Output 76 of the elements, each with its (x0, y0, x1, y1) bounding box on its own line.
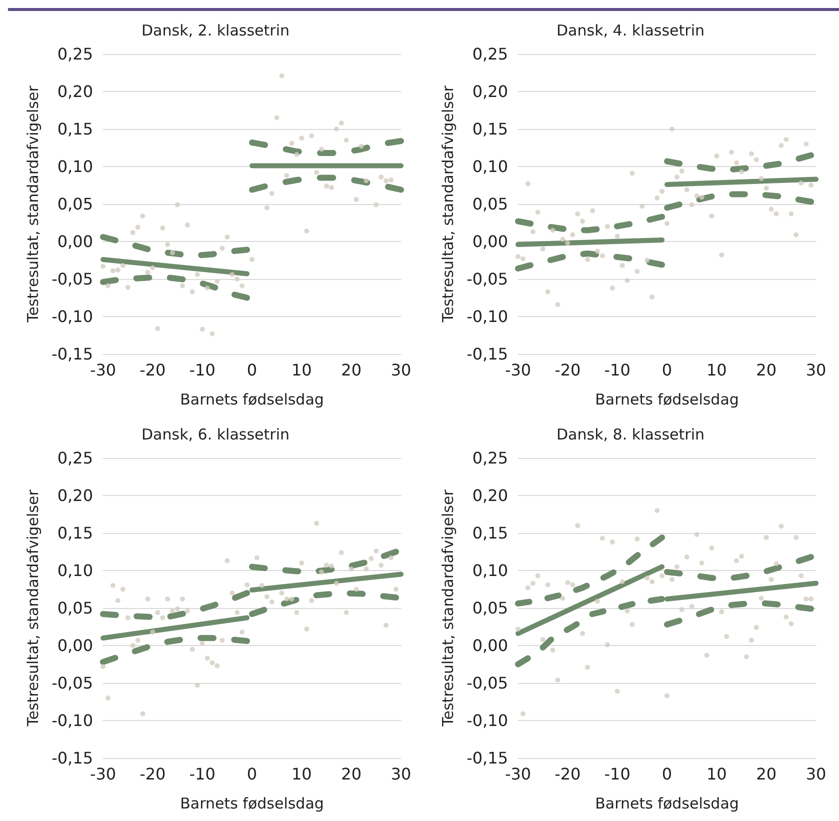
y-tick-label: 0,25 (472, 44, 508, 64)
y-tick-label: 0,20 (57, 82, 93, 101)
y-tick-label: 0,15 (472, 524, 508, 542)
x-tick-label: 0 (662, 360, 672, 380)
x-axis-title: Barnets fødselsdag (180, 390, 324, 408)
y-tick-label: -0,10 (52, 307, 93, 326)
y-tick-label: -0,15 (52, 748, 93, 768)
x-tick-label: 30 (390, 764, 412, 784)
y-tick-label: 0,20 (472, 82, 508, 101)
x-tick-label: 20 (756, 764, 777, 784)
y-axis-title: Testresultat, standardafvigelser (439, 488, 458, 728)
y-tick-label: 0,00 (472, 232, 508, 251)
x-tick-label: 0 (662, 764, 672, 784)
y-tick-label: 0,10 (472, 157, 508, 176)
x-tick-label: -30 (90, 360, 116, 380)
x-tick-label: 20 (756, 360, 777, 380)
x-tick-label: 10 (706, 764, 727, 784)
x-tick-label: 20 (341, 360, 362, 380)
x-tick-label: -10 (189, 360, 216, 380)
y-tick-label: 0,10 (57, 561, 93, 580)
y-tick-label: 0,00 (57, 636, 93, 655)
chart-title: Dansk, 8. klassetrin (556, 426, 704, 444)
x-axis-title: Barnets fødselsdag (180, 794, 324, 812)
y-tick-label: 0,25 (57, 448, 93, 468)
x-tick-label: 30 (806, 764, 826, 784)
x-tick-label: 30 (806, 360, 826, 380)
y-tick-label: 0,10 (57, 157, 93, 176)
x-tick-label: -20 (554, 360, 581, 380)
x-tick-label: -30 (90, 764, 116, 784)
y-tick-label: 0,25 (472, 448, 508, 468)
y-tick-label: -0,15 (466, 748, 508, 768)
y-tick-label: -0,05 (466, 674, 508, 692)
x-tick-label: 10 (706, 360, 727, 380)
y-tick-label: -0,10 (466, 711, 508, 730)
chart-title: Dansk, 2. klassetrin (142, 22, 290, 40)
chart-title: Dansk, 4. klassetrin (556, 22, 704, 40)
x-tick-label: -20 (554, 764, 581, 784)
x-tick-label: -10 (604, 764, 630, 784)
y-tick-label: 0,00 (472, 636, 508, 655)
x-tick-label: -30 (504, 360, 532, 380)
y-tick-label: -0,15 (466, 344, 508, 364)
x-tick-label: 10 (291, 360, 312, 380)
x-tick-label: 0 (246, 764, 258, 784)
y-tick-label: 0,05 (57, 194, 93, 214)
y-axis-title: Testresultat, standardafvigelser (24, 84, 42, 324)
x-tick-label: 20 (341, 764, 362, 784)
y-tick-label: 0,15 (472, 120, 508, 138)
y-tick-label: -0,05 (466, 270, 508, 288)
y-tick-label: 0,00 (57, 232, 93, 251)
y-tick-label: -0,05 (52, 674, 93, 692)
x-tick-label: -20 (140, 360, 166, 380)
y-tick-label: 0,05 (472, 194, 508, 214)
y-axis-title: Testresultat, standardafvigelser (439, 84, 458, 324)
x-axis-title: Barnets fødselsdag (595, 390, 739, 408)
x-tick-label: -20 (140, 764, 166, 784)
x-axis-title: Barnets fødselsdag (595, 794, 739, 812)
x-tick-label: -10 (189, 764, 216, 784)
y-tick-label: -0,10 (466, 307, 508, 326)
y-tick-label: -0,15 (52, 344, 93, 364)
x-tick-label: 30 (390, 360, 412, 380)
y-tick-label: 0,10 (472, 561, 508, 580)
x-tick-label: 10 (291, 764, 312, 784)
y-tick-label: 0,20 (57, 486, 93, 505)
y-tick-label: 0,15 (57, 120, 93, 138)
y-tick-label: 0,05 (57, 598, 93, 618)
y-axis-title: Testresultat, standardafvigelser (24, 488, 42, 728)
x-tick-label: -30 (504, 764, 532, 784)
x-tick-label: 0 (246, 360, 258, 380)
y-tick-label: -0,05 (52, 270, 93, 288)
x-tick-label: -10 (604, 360, 630, 380)
chart-title: Dansk, 6. klassetrin (142, 426, 290, 444)
y-tick-label: 0,25 (57, 44, 93, 64)
y-tick-label: 0,20 (472, 486, 508, 505)
y-tick-label: 0,05 (472, 598, 508, 618)
y-tick-label: 0,15 (57, 524, 93, 542)
y-tick-label: -0,10 (52, 711, 93, 730)
